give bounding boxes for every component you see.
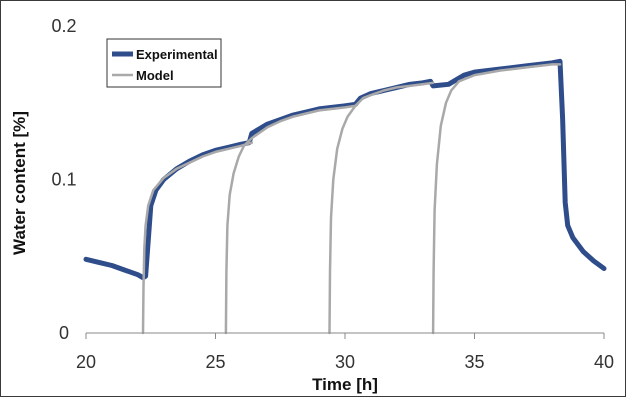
y-axis-title: Water content [%] bbox=[10, 111, 29, 255]
series-line-model bbox=[141, 141, 254, 335]
legend: Experimental Model bbox=[106, 38, 222, 88]
x-tick-label: 20 bbox=[76, 352, 96, 372]
series-line-experimental bbox=[83, 58, 607, 281]
x-tick-label: 40 bbox=[594, 352, 614, 372]
series-line-model bbox=[328, 81, 435, 335]
legend-box bbox=[106, 38, 222, 88]
x-axis-title: Time [h] bbox=[312, 375, 378, 394]
legend-label-experimental: Experimental bbox=[136, 47, 218, 62]
y-tick-label: 0.1 bbox=[51, 170, 76, 190]
y-tick-label: 0.2 bbox=[51, 16, 76, 36]
x-tick-label: 35 bbox=[464, 352, 484, 372]
legend-label-model: Model bbox=[136, 68, 174, 83]
x-tick-label: 25 bbox=[205, 352, 225, 372]
x-tick-label: 30 bbox=[335, 352, 355, 372]
x-axis-ticks: 20 25 30 35 40 bbox=[76, 333, 614, 372]
series-line-model bbox=[224, 104, 357, 335]
series-line-model bbox=[431, 63, 562, 335]
y-axis-ticks: 0 0.1 0.2 bbox=[51, 16, 76, 343]
y-tick-label: 0 bbox=[59, 323, 69, 343]
series-layer bbox=[83, 58, 607, 335]
